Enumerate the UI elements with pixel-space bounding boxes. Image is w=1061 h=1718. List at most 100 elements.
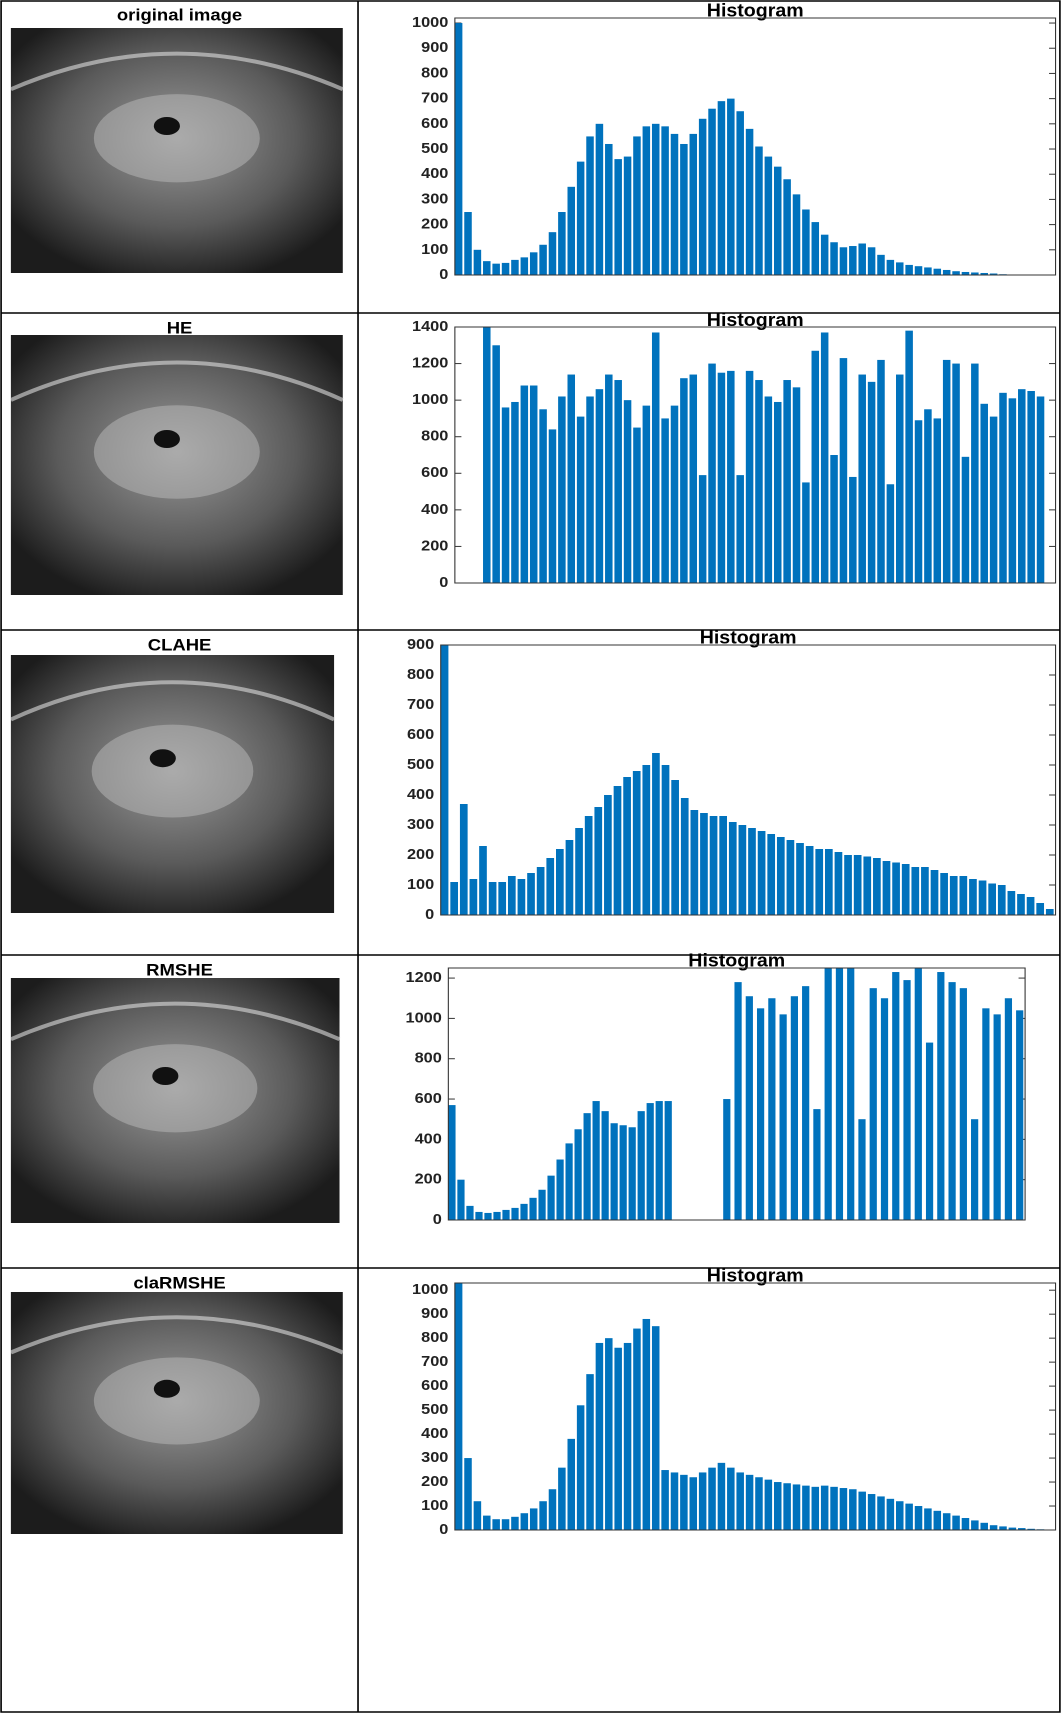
bar	[1036, 903, 1044, 915]
bar	[791, 996, 798, 1220]
bar	[815, 849, 823, 915]
bar	[671, 406, 679, 583]
bar	[971, 1520, 979, 1530]
y-tick-label: 800	[421, 1330, 449, 1346]
bar	[1008, 891, 1016, 915]
bar	[647, 1103, 654, 1220]
bar	[521, 386, 529, 583]
bar	[802, 209, 810, 275]
bar	[896, 262, 904, 275]
bar	[575, 828, 583, 915]
bar	[538, 1190, 545, 1220]
bar	[624, 400, 632, 583]
bar	[596, 389, 604, 583]
bar	[736, 111, 744, 275]
bar	[821, 1486, 829, 1530]
bar	[457, 1180, 464, 1220]
image-feature	[154, 1380, 180, 1398]
bar	[950, 876, 958, 915]
bar	[767, 834, 775, 915]
y-tick-label: 600	[421, 465, 449, 481]
bar	[768, 998, 775, 1220]
bar	[521, 257, 529, 275]
y-tick-label: 800	[421, 428, 449, 444]
bar	[1037, 396, 1045, 583]
bar	[455, 1283, 463, 1530]
image-feature	[94, 1357, 260, 1444]
bar	[483, 261, 491, 275]
bar	[464, 212, 472, 275]
bar	[999, 1526, 1007, 1530]
y-tick-label: 200	[421, 538, 449, 554]
bar	[830, 455, 838, 583]
bar	[948, 982, 955, 1220]
bar	[774, 167, 782, 275]
bar	[567, 375, 575, 583]
bar	[774, 1482, 782, 1530]
bar	[633, 771, 641, 915]
bar	[937, 972, 944, 1220]
bar	[844, 855, 852, 915]
bar	[652, 332, 660, 583]
y-tick-label: 100	[407, 877, 435, 893]
bar	[549, 1489, 557, 1530]
bar	[529, 1198, 536, 1220]
bar	[971, 364, 979, 583]
bar	[614, 159, 622, 275]
bar	[680, 144, 688, 275]
bar	[877, 360, 885, 583]
y-tick-label: 500	[407, 757, 435, 773]
bar	[671, 1472, 679, 1530]
bar	[530, 252, 538, 275]
image-label: CLAHE	[148, 635, 212, 654]
bar	[787, 840, 795, 915]
bar	[830, 242, 838, 275]
bar	[924, 409, 932, 583]
bar	[887, 260, 895, 275]
bar	[652, 1326, 660, 1530]
bar	[863, 857, 871, 916]
bar	[508, 876, 516, 915]
y-tick-label: 1200	[412, 355, 449, 371]
bar	[511, 260, 519, 275]
y-tick-label: 1000	[412, 1282, 449, 1298]
bar	[498, 882, 506, 915]
y-tick-label: 1400	[412, 319, 449, 335]
bar	[567, 1439, 575, 1530]
bar	[708, 364, 716, 583]
bar	[690, 375, 698, 583]
bar	[633, 136, 641, 275]
bar	[835, 852, 843, 915]
bar	[727, 99, 735, 275]
bar	[806, 846, 814, 915]
y-tick-label: 700	[421, 90, 449, 106]
image-label: claRMSHE	[133, 1273, 226, 1292]
image-feature	[93, 1044, 257, 1132]
bar	[652, 753, 660, 915]
bar	[511, 1517, 519, 1530]
bar	[812, 351, 820, 583]
bar	[943, 360, 951, 583]
bar	[708, 109, 716, 275]
bar	[530, 386, 538, 583]
bar	[605, 1338, 613, 1530]
y-tick-label: 400	[421, 1426, 449, 1442]
bar	[690, 134, 698, 275]
y-tick-label: 400	[421, 166, 449, 182]
bar	[558, 212, 566, 275]
bar	[962, 457, 970, 583]
bar	[614, 786, 622, 915]
bar	[931, 870, 939, 915]
bar	[915, 1506, 923, 1530]
bar	[681, 798, 689, 915]
bar	[1046, 909, 1054, 915]
bar	[699, 119, 707, 275]
bar	[575, 1129, 582, 1220]
bar	[1018, 389, 1026, 583]
bar	[971, 1119, 978, 1220]
bar	[757, 1008, 764, 1220]
y-tick-label: 700	[421, 1354, 449, 1370]
bar	[849, 477, 857, 583]
bar	[736, 1472, 744, 1530]
